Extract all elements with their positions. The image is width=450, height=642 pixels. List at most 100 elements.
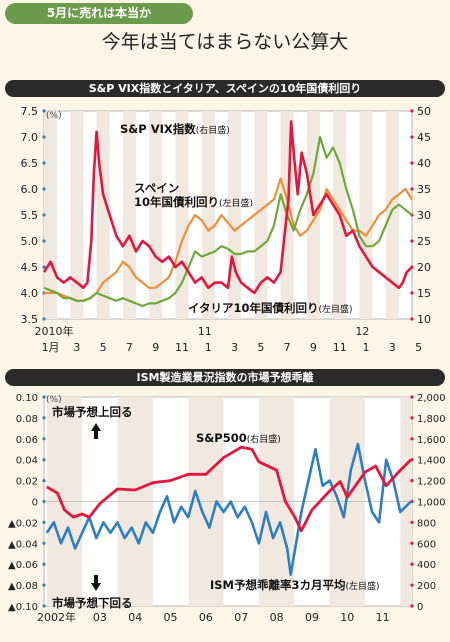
series-line-2 <box>44 177 413 302</box>
label-italy: イタリア10年国債利回り(左目盛) <box>188 301 353 315</box>
x-tick-label: 3 <box>389 341 396 354</box>
right-axis-dot <box>410 291 414 295</box>
x-tick-label: 5 <box>100 341 107 354</box>
x-tick-label: 03 <box>93 611 107 624</box>
left-axis-dot <box>42 604 46 608</box>
label-spain-line1: スペイン <box>134 181 179 195</box>
left-axis-dot <box>42 479 46 483</box>
left-axis-dot <box>42 213 46 217</box>
right-axis-dot <box>410 135 414 139</box>
left-tick-label: 6.5 <box>21 157 39 170</box>
right-axis-dot <box>410 541 414 545</box>
x-tick-label: 1 <box>363 341 370 354</box>
right-tick-label: 15 <box>417 287 431 300</box>
left-axis-dot <box>42 416 46 420</box>
x-tick-label: 1 <box>205 341 212 354</box>
series-line-1 <box>42 120 413 295</box>
x-tick-label: 07 <box>234 611 248 624</box>
x-tick-label: 09 <box>305 611 319 624</box>
left-tick-label: ▲0.04 <box>8 539 38 550</box>
left-unit: (%) <box>46 111 62 121</box>
right-axis-dot <box>410 562 414 566</box>
left-tick-label: 5.5 <box>21 209 39 222</box>
right-axis-dot <box>410 395 414 399</box>
annotation-above: 市場予想上回る <box>52 405 133 419</box>
left-axis-dot <box>42 541 46 545</box>
label-sp500: S&P500(右目盛) <box>196 431 281 445</box>
right-axis-dot <box>410 187 414 191</box>
right-tick-label: 20 <box>417 261 431 274</box>
x-tick-label: 04 <box>128 611 142 624</box>
right-axis-dot <box>410 520 414 524</box>
right-tick-label: 35 <box>417 183 431 196</box>
series-line-3 <box>43 135 413 308</box>
left-axis-dot <box>42 562 46 566</box>
right-axis-dot <box>410 479 414 483</box>
left-tick-label: 6.0 <box>21 183 39 196</box>
left-axis-dot <box>42 161 46 165</box>
right-axis-dot <box>410 161 414 165</box>
label-vix: S&P VIX指数(右目盛) <box>120 122 230 136</box>
right-axis-dot <box>410 109 414 113</box>
month-band <box>122 111 136 319</box>
left-tick-label: 0.10 <box>16 393 38 404</box>
year-label: 2010年 <box>35 324 74 338</box>
left-axis-dot <box>42 187 46 191</box>
series-line-1 <box>46 445 412 533</box>
right-tick-label: 200 <box>417 581 436 592</box>
month-band <box>149 111 163 319</box>
right-tick-label: 400 <box>417 560 436 571</box>
right-tick-label: 1,000 <box>417 498 446 509</box>
x-tick-label: 1月 <box>42 341 60 354</box>
x-tick-label: 10 <box>340 611 354 624</box>
month-band <box>70 111 84 319</box>
x-tick-label: 08 <box>270 611 284 624</box>
x-tick-label: 9 <box>152 341 159 354</box>
left-tick-label: ▲0.08 <box>8 581 38 592</box>
chart2-title: ISM製造業景況指数の市場予想乖離 <box>5 369 445 386</box>
left-tick-label: 0 <box>32 498 38 509</box>
left-unit: (%) <box>46 395 62 405</box>
month-band <box>359 111 373 319</box>
up-arrow-icon <box>91 423 101 439</box>
label-ism: ISM予想乖離率3カ月平均(左目盛) <box>210 578 380 592</box>
right-tick-label: 10 <box>417 313 431 326</box>
left-axis-dot <box>42 317 46 321</box>
left-tick-label: 0.04 <box>16 456 38 467</box>
right-tick-label: 800 <box>417 518 436 529</box>
month-band <box>201 111 215 319</box>
annotation-below: 市場予想下回る <box>52 596 133 610</box>
left-tick-label: ▲0.06 <box>8 560 38 571</box>
right-tick-label: 25 <box>417 235 431 248</box>
year-label: 11 <box>198 325 212 338</box>
left-axis-dot <box>42 583 46 587</box>
left-tick-label: 4.5 <box>21 261 39 274</box>
right-axis-dot <box>410 604 414 608</box>
left-axis-dot <box>42 395 46 399</box>
x-tick-label: 11 <box>376 611 390 624</box>
left-axis-dot <box>42 520 46 524</box>
right-tick-label: 2,000 <box>417 393 446 404</box>
right-axis-dot <box>410 416 414 420</box>
right-axis-dot <box>410 583 414 587</box>
year-label: 12 <box>355 325 369 338</box>
right-tick-label: 0 <box>417 602 423 613</box>
left-tick-label: 7.5 <box>21 105 39 118</box>
right-tick-label: 1,200 <box>417 477 446 488</box>
label-spain-line2: 10年国債利回り(左目盛) <box>134 195 253 209</box>
x-tick-label: 7 <box>284 341 291 354</box>
headline: 今年は当てはまらない公算大 <box>101 31 349 53</box>
chart1-vix-bond-yields: 7.5 507.0 456.5 406.0 355.5 305.0 254.5 204.0 15… <box>21 105 432 354</box>
x-tick-label: 5 <box>257 341 264 354</box>
x-tick-label: 3 <box>231 341 238 354</box>
month-band <box>228 111 242 319</box>
right-tick-label: 50 <box>417 105 431 118</box>
x-tick-label: 06 <box>199 611 213 624</box>
left-tick-label: 5.0 <box>21 235 39 248</box>
x-tick-label: 11 <box>333 341 347 354</box>
left-tick-label: 0.08 <box>16 414 38 425</box>
month-band <box>254 111 268 319</box>
right-tick-label: 1,600 <box>417 435 446 446</box>
right-axis-dot <box>410 437 414 441</box>
x-tick-label: 9 <box>310 341 317 354</box>
